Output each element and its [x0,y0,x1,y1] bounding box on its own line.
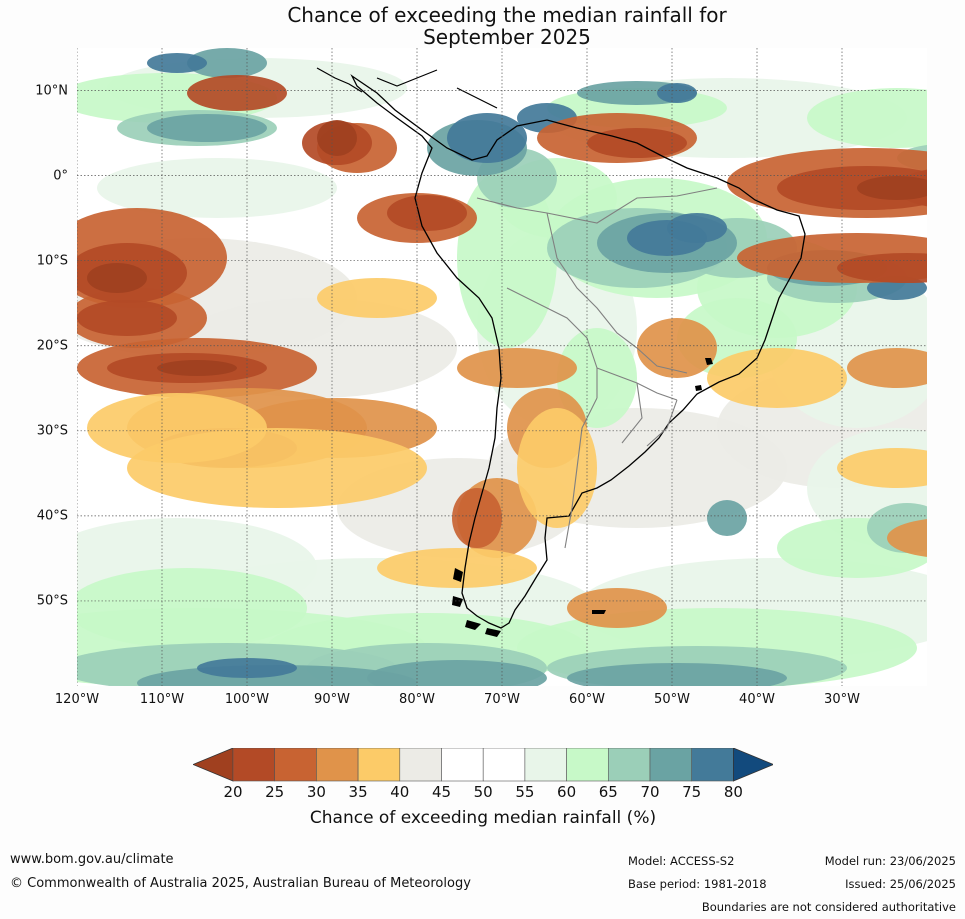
colorbar-segment [691,748,734,782]
probability-contour [147,53,207,73]
colorbar-high-extend [733,748,773,782]
colorbar-tick-label: 20 [223,783,243,801]
latitude-label: 20°S [36,338,68,354]
map-canvas [77,48,927,686]
probability-contour [77,568,307,648]
longitude-label: 60°W [569,692,605,707]
probability-contour [447,113,527,163]
colorbar-tick-label: 30 [306,783,326,801]
probability-contour [707,348,847,408]
longitude-label: 80°W [399,692,435,707]
inland-lakes [695,358,713,391]
map-title: Chance of exceeding the median rainfall … [0,4,965,48]
longitude-label: 120°W [54,692,100,707]
probability-contour [847,348,927,388]
colorbar-tick-label: 45 [431,783,452,801]
probability-contour [187,75,287,111]
colorbar-tick-label: 35 [348,783,368,801]
colorbar-segment [566,748,609,782]
footer-model-run: Model run: 23/06/2025 [824,854,956,868]
probability-contour [887,519,927,557]
longitude-label: 50°W [654,692,690,707]
colorbar-segment [357,748,401,782]
colorbar-segment [399,748,442,782]
graticule [77,48,927,686]
probability-contour [667,213,727,243]
probability-contour [837,253,927,283]
footer-model: Model: ACCESS-S2 [628,854,735,868]
colorbar-tick-label: 60 [557,783,577,801]
colorbar-segment [607,748,651,782]
probability-contour [452,488,502,548]
latitude-label: 40°S [36,508,68,524]
footer-url: www.bom.gov.au/climate [10,852,174,867]
colorbar [193,748,773,782]
rainfall-map [77,48,927,686]
colorbar-tick-label: 55 [515,783,535,801]
title-line-1: Chance of exceeding the median rainfall … [287,3,727,27]
colorbar-tick-label: 50 [473,783,493,801]
probability-contour [707,500,747,536]
probability-contour [147,114,267,142]
latitude-label: 10°S [36,253,68,269]
probability-contour [567,588,667,628]
probability-contour [317,120,357,156]
probability-contour [367,660,547,686]
latitude-label: 30°S [36,423,68,439]
probability-contour [637,318,717,378]
probability-contour [377,548,537,588]
longitude-label: 110°W [139,692,185,707]
probability-contour [657,83,697,103]
country-borders [476,187,718,549]
probability-contour [87,393,267,463]
colorbar-segment [482,748,526,782]
colorbar-segment [274,748,317,782]
latitude-label: 0° [53,168,68,184]
colorbar-segment [441,748,484,782]
colorbar-tick-label: 75 [682,783,702,801]
coastline [350,74,806,629]
probability-contour [387,195,467,231]
probability-contour [837,448,927,488]
title-line-2: September 2025 [423,25,591,49]
probability-contour [857,176,927,200]
footer-issued: Issued: 25/06/2025 [845,877,956,891]
central-america [316,67,498,109]
longitude-label: 40°W [739,692,775,707]
colorbar-tick-label: 70 [640,783,660,801]
probability-contour [77,300,177,336]
colorbar-tick-label: 40 [390,783,410,801]
probability-contour [567,663,787,686]
longitude-label: 90°W [314,692,350,707]
longitude-label: 30°W [824,692,860,707]
probability-contour [457,348,577,388]
longitude-label: 70°W [484,692,520,707]
latitude-label: 10°N [35,83,68,99]
colorbar-label: Chance of exceeding median rainfall (%) [309,808,657,828]
colorbar-tick-label: 25 [265,783,285,801]
probability-contour [317,278,437,318]
colorbar-segment [232,748,276,782]
south-america-landmass [316,67,806,637]
probability-field [77,48,927,686]
colorbar-low-extend [193,748,234,782]
colorbar-tick-label: 80 [723,783,743,801]
footer-copyright: © Commonwealth of Australia 2025, Austra… [10,876,471,891]
colorbar-segment [316,748,359,782]
colorbar-tick-label: 65 [598,783,618,801]
colorbar-segment [649,748,693,782]
colorbar-segment [524,748,567,782]
longitude-label: 100°W [224,692,270,707]
probability-contour [807,88,927,148]
latitude-label: 50°S [36,593,68,609]
probability-contour [87,263,147,293]
probability-contour [97,158,337,218]
probability-contour [157,360,237,376]
footer-base-period: Base period: 1981-2018 [628,877,767,891]
probability-contour [517,408,597,528]
footer-disclaimer: Boundaries are not considered authoritat… [701,900,956,914]
